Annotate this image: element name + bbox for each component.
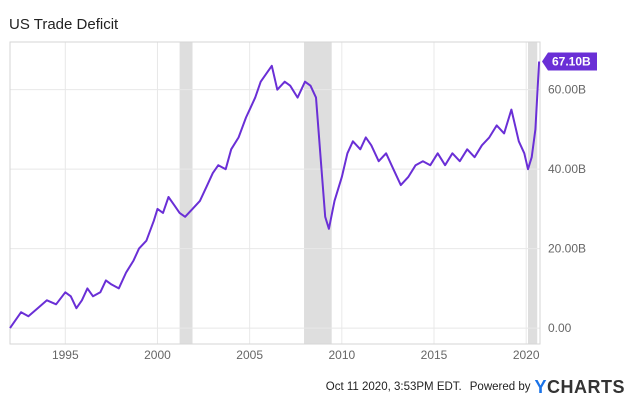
y-tick-label: 20.00B (548, 242, 586, 256)
chart-title: US Trade Deficit (9, 16, 119, 33)
x-tick-label: 1995 (52, 348, 79, 362)
x-tick-label: 2005 (236, 348, 263, 362)
last-value-badge (542, 52, 597, 71)
ycharts-logo-text: CHARTS (547, 376, 625, 397)
ycharts-logo-y: Y (534, 376, 547, 397)
last-value-marker: 67.10B (542, 52, 597, 71)
x-tick-label: 2020 (513, 348, 540, 362)
y-axis: 0.00 20.00B 40.00B 60.00B (548, 83, 586, 335)
series-layer (9, 61, 541, 329)
y-tick-label: 0.00 (548, 321, 572, 335)
y-tick-label: 60.00B (548, 83, 586, 97)
last-value-label: 67.10B (552, 54, 591, 68)
powered-by-text: Powered by (469, 381, 531, 393)
x-tick-label: 2000 (144, 348, 171, 362)
footer: Oct 11 2020, 3:53PM EDT. Powered by YCHA… (326, 377, 625, 397)
plot-frame (9, 41, 541, 345)
recession-band (304, 42, 332, 344)
x-tick-label: 2010 (328, 348, 355, 362)
ycharts-logo[interactable]: YCHARTS (534, 377, 625, 398)
recession-band (528, 42, 538, 344)
x-tick-label: 2015 (421, 348, 448, 362)
grid (10, 42, 540, 344)
y-tick-label: 40.00B (548, 162, 586, 176)
recession-band (179, 42, 193, 344)
timestamp: Oct 11 2020, 3:53PM EDT. (325, 381, 462, 393)
series-line (9, 61, 541, 329)
recession-bands (179, 42, 538, 344)
x-axis: 1995 2000 2005 2010 2015 2020 (52, 348, 540, 362)
